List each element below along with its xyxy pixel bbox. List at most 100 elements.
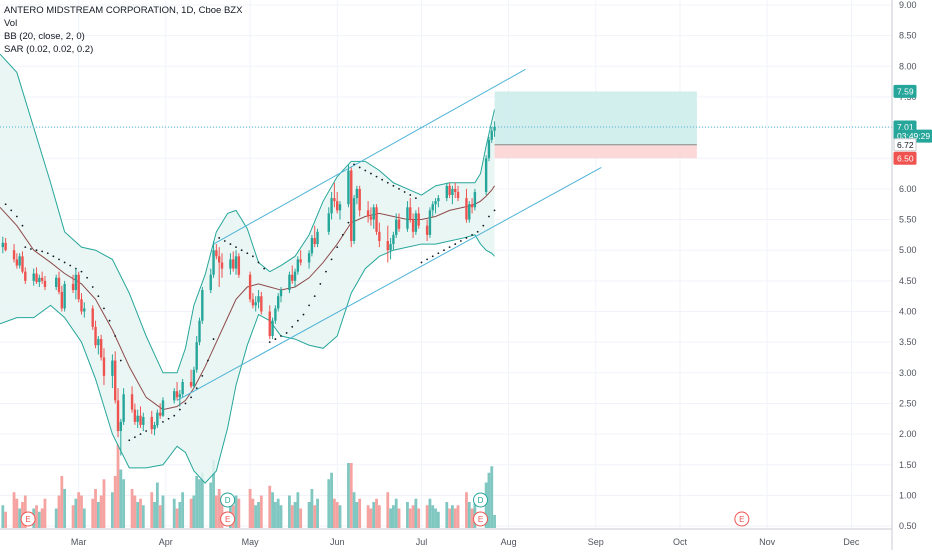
earnings-marker[interactable]: E xyxy=(473,511,489,527)
candle xyxy=(99,334,103,361)
volume-bar xyxy=(237,498,241,528)
symbol-title[interactable]: ANTERO MIDSTREAM CORPORATION, 1D, Cboe B… xyxy=(4,5,243,16)
candle xyxy=(487,136,491,162)
candle-body xyxy=(192,369,196,387)
volume-bar xyxy=(411,505,415,528)
candle xyxy=(276,293,280,312)
candle-body xyxy=(389,244,392,251)
volume-bar xyxy=(63,489,67,528)
price-label-text: 6.72 xyxy=(897,140,914,150)
volume-bar xyxy=(37,511,41,528)
dividend-marker[interactable]: D xyxy=(473,492,489,508)
candle xyxy=(254,296,257,312)
candle-body xyxy=(372,207,375,220)
study-volume[interactable]: Vol xyxy=(4,18,18,29)
candle-body xyxy=(456,191,460,199)
sar-dot xyxy=(459,240,462,242)
candle xyxy=(32,268,35,286)
sar-dot xyxy=(4,203,7,206)
sar-dot xyxy=(280,335,282,337)
volume-bar xyxy=(234,495,238,528)
candle xyxy=(352,195,356,245)
volume-bar xyxy=(377,505,381,528)
candle xyxy=(114,351,117,404)
volume-bar xyxy=(372,502,376,528)
volume-bar xyxy=(102,479,106,528)
price-label: 6.50 xyxy=(893,151,917,165)
volume-bar xyxy=(434,508,437,528)
study-sar[interactable]: SAR (0.02, 0.02, 0.2) xyxy=(4,44,94,55)
volume-bar xyxy=(257,502,260,528)
marker-circle xyxy=(220,492,236,508)
volume-bar xyxy=(77,492,81,528)
sar-dot xyxy=(69,264,72,267)
sar-dot xyxy=(403,191,406,193)
candle xyxy=(434,198,437,214)
target-zone[interactable] xyxy=(494,91,697,145)
candle xyxy=(425,219,429,242)
volume-bar xyxy=(487,472,491,528)
candle xyxy=(296,256,300,275)
volume-bar xyxy=(200,472,204,528)
volume-bar xyxy=(4,511,8,528)
candle xyxy=(409,198,412,223)
candle xyxy=(173,388,176,404)
volume-bar xyxy=(195,476,199,528)
volume-bar xyxy=(43,498,47,528)
time-tick-label: Mar xyxy=(71,537,87,547)
candle-body xyxy=(38,277,41,283)
price-tick-label: 6.00 xyxy=(899,184,917,194)
candle xyxy=(299,250,302,266)
earnings-marker[interactable]: E xyxy=(734,511,750,527)
volume-bar xyxy=(181,492,185,528)
marker-circle xyxy=(473,511,489,527)
price-tick-label: 1.50 xyxy=(899,460,917,470)
study-bollinger[interactable]: BB (20, close, 2, 0) xyxy=(4,31,85,42)
sar-dot xyxy=(414,197,417,199)
sar-dot xyxy=(252,255,254,258)
candle xyxy=(355,185,359,205)
candle-body xyxy=(414,213,418,232)
volume-bar xyxy=(338,505,342,528)
candle-body xyxy=(35,273,38,283)
volume-bar xyxy=(316,498,319,528)
earnings-marker[interactable]: E xyxy=(20,511,36,527)
sar-dot xyxy=(201,374,204,377)
trend-line-lower[interactable] xyxy=(176,167,602,401)
earnings-marker[interactable]: E xyxy=(220,511,236,527)
candle xyxy=(212,241,215,278)
candle-body xyxy=(310,237,314,254)
price-tick-label: 2.00 xyxy=(899,429,917,439)
candle-body xyxy=(60,291,64,309)
price-tick-label: 1.00 xyxy=(899,490,917,500)
sar-dot xyxy=(218,237,221,239)
candle-body xyxy=(366,210,370,217)
stop-zone[interactable] xyxy=(494,144,697,159)
bollinger-lower xyxy=(0,234,495,484)
candle-body xyxy=(156,412,159,425)
sar-dot xyxy=(15,215,18,218)
trend-line-upper[interactable] xyxy=(213,68,526,245)
sar-dot xyxy=(108,319,111,322)
dividend-marker[interactable]: D xyxy=(220,492,236,508)
candle-body xyxy=(288,274,291,291)
sar-dot xyxy=(86,276,89,279)
candle-body xyxy=(493,126,496,131)
candle xyxy=(142,412,145,432)
candle-body xyxy=(330,198,333,214)
volume-bar xyxy=(198,479,201,528)
volume-bar xyxy=(111,492,114,528)
candle-body xyxy=(327,213,330,232)
candle xyxy=(181,378,184,398)
candle-body xyxy=(232,259,235,269)
candle xyxy=(122,388,125,425)
candle xyxy=(150,410,153,435)
volume-bar xyxy=(307,502,311,528)
candle-body xyxy=(347,170,350,205)
sar-dot xyxy=(302,313,305,316)
candle-body xyxy=(71,283,75,291)
volume-bar xyxy=(473,498,477,528)
candle-body xyxy=(209,274,212,291)
